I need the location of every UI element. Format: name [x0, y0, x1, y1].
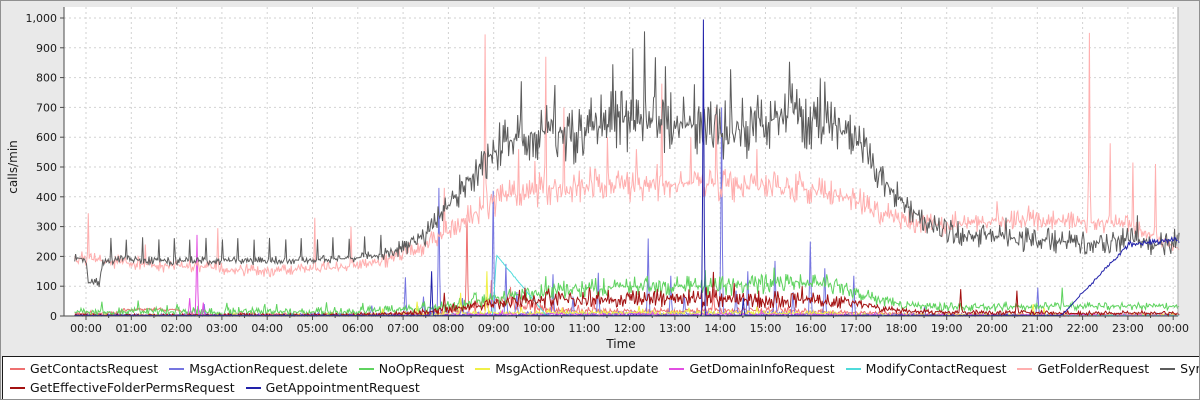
y-tick-label: 900: [36, 42, 57, 55]
legend-label: GetAppointmentRequest: [265, 380, 420, 395]
chart-legend: GetContactsRequest MsgActionRequest.delet…: [2, 356, 1199, 399]
x-tick-label: 18:00: [886, 322, 918, 335]
x-tick-label: 01:00: [115, 322, 147, 335]
legend-label: GetFolderRequest: [1037, 361, 1150, 376]
y-tick-label: 100: [36, 280, 57, 293]
x-tick-label: 09:00: [478, 322, 510, 335]
x-tick-label: 23:00: [1112, 322, 1144, 335]
legend-item-getdomaininforequest: GetDomainInfoRequest: [669, 361, 835, 376]
legend-item-getcontactsrequest: GetContactsRequest: [10, 361, 158, 376]
x-tick-label: 10:00: [523, 322, 555, 335]
legend-row-2: GetEffectiveFolderPermsRequest GetAppoint…: [10, 378, 1199, 397]
y-tick-label: 0: [50, 310, 57, 323]
legend-item-modifycontactrequest: ModifyContactRequest: [845, 361, 1007, 376]
legend-label: GetEffectiveFolderPermsRequest: [30, 380, 235, 395]
legend-label: GetContactsRequest: [30, 361, 159, 376]
x-tick-label: 07:00: [387, 322, 419, 335]
legend-label: ModifyContactRequest: [865, 361, 1007, 376]
legend-item-msgactionrequest-update: MsgActionRequest.update: [475, 361, 658, 376]
x-tick-label: 22:00: [1067, 322, 1099, 335]
legend-line-swatch: [475, 367, 491, 370]
legend-item-geteffectivefolderpermsrequest: GetEffectiveFolderPermsRequest: [10, 380, 235, 395]
legend-item-getappointmentrequest: GetAppointmentRequest: [245, 380, 420, 395]
y-tick-label: 200: [36, 250, 57, 263]
legend-item-nooprequest: NoOpRequest: [358, 361, 465, 376]
x-tick-label: 11:00: [568, 322, 600, 335]
x-tick-label: 15:00: [750, 322, 782, 335]
timeseries-chart: 0 100 200 300 400 500 600 700 800 900 1,000 00:00 01…: [6, 7, 1189, 351]
x-tick-label: 00:00: [1157, 322, 1189, 335]
legend-item-syncrequest: SyncRequest: [1160, 361, 1199, 376]
legend-line-swatch: [1017, 367, 1033, 370]
legend-line-swatch: [169, 367, 185, 370]
y-tick-label: 1,000: [26, 12, 58, 25]
series-line-SyncRequest: [74, 31, 1180, 288]
x-tick-label: 12:00: [614, 322, 646, 335]
legend-line-swatch: [10, 386, 25, 389]
y-tick-label: 400: [36, 191, 57, 204]
legend-item-msgactionrequest-delete: MsgActionRequest.delete: [169, 361, 348, 376]
x-tick-label: 17:00: [840, 322, 872, 335]
legend-line-swatch: [1160, 367, 1176, 370]
legend-line-swatch: [845, 367, 861, 370]
legend-line-swatch: [669, 367, 685, 370]
x-tick-label: 16:00: [795, 322, 827, 335]
legend-label: MsgActionRequest.delete: [189, 361, 348, 376]
x-tick-label: 20:00: [976, 322, 1008, 335]
x-tick-label: 00:00: [70, 322, 102, 335]
legend-line-swatch: [358, 367, 374, 370]
y-tick-label: 600: [36, 131, 57, 144]
x-tick-label: 05:00: [297, 322, 329, 335]
legend-line-swatch: [10, 367, 25, 370]
x-axis-title: Time: [605, 337, 635, 351]
x-tick-label: 08:00: [433, 322, 465, 335]
x-tick-label: 19:00: [931, 322, 963, 335]
x-tick-label: 02:00: [161, 322, 193, 335]
series-line-GetFolderRequest: [74, 32, 1180, 278]
x-tick-label: 21:00: [1021, 322, 1053, 335]
x-tick-label: 04:00: [251, 322, 283, 335]
legend-item-getfolderrequest: GetFolderRequest: [1017, 361, 1149, 376]
y-tick-label: 700: [36, 101, 57, 114]
y-tick-label: 500: [36, 161, 57, 174]
x-tick-label: 03:00: [206, 322, 238, 335]
legend-label: NoOpRequest: [378, 361, 465, 376]
series-line-NoOpRequest: [74, 267, 1180, 318]
y-axis-title: calls/min: [6, 140, 20, 194]
legend-line-swatch: [245, 386, 261, 389]
legend-label: MsgActionRequest.update: [495, 361, 659, 376]
y-tick-label: 800: [36, 72, 57, 85]
x-tick-label: 14:00: [704, 322, 736, 335]
x-tick-label: 13:00: [659, 322, 691, 335]
y-tick-label: 300: [36, 221, 57, 234]
x-tick-label: 06:00: [342, 322, 374, 335]
legend-label: SyncRequest: [1180, 361, 1199, 376]
legend-label: GetDomainInfoRequest: [689, 361, 835, 376]
legend-row-1: GetContactsRequest MsgActionRequest.delet…: [10, 359, 1199, 378]
